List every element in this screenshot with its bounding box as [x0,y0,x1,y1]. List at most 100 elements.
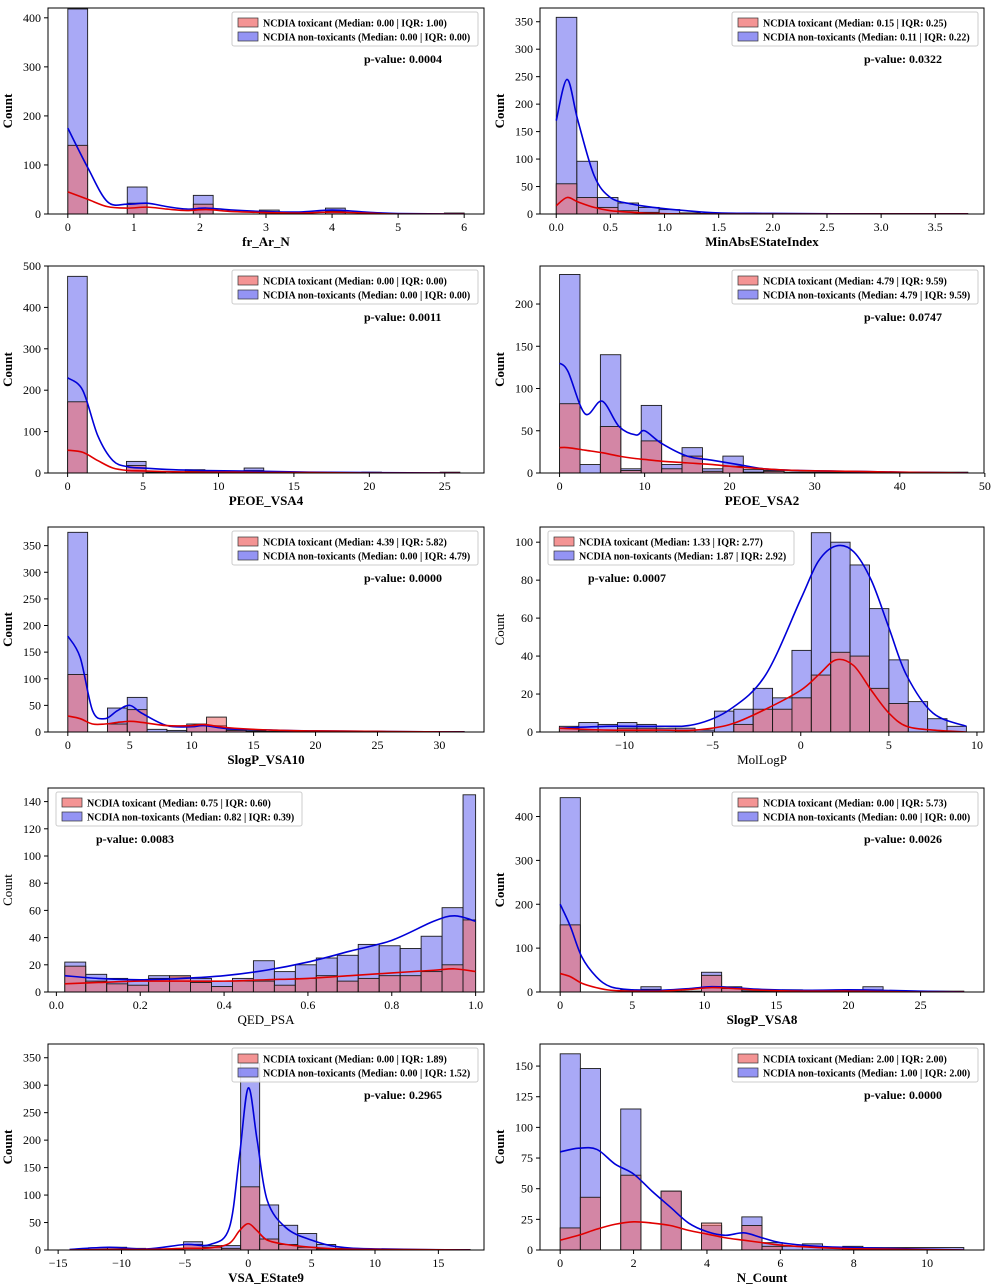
y-tick-label: 200 [23,619,41,633]
x-tick-label: 15 [432,1256,444,1270]
x-tick-label: 20 [842,998,854,1012]
plot-frame [539,787,985,993]
legend-swatch-nontoxicant [737,31,759,42]
legend-box [731,791,979,827]
y-tick-label: 20 [521,687,533,701]
nontoxicant-kde-line [69,1087,471,1250]
toxicant-bar [752,708,774,732]
toxicant-bar [810,674,832,732]
toxicant-bar [761,1245,783,1250]
legend-entry: NCDIA toxicant (Median: 1.33 | IQR: 2.77… [579,538,763,549]
y-tick-label: 50 [521,424,533,438]
plot-area [67,8,465,214]
toxicant-bar [599,426,622,473]
x-tick-label: 2 [631,1256,637,1270]
y-tick-label: 0 [35,207,41,221]
plot-area [559,273,969,473]
plot-area [559,1053,965,1250]
y-tick-label: 125 [515,1090,533,1104]
toxicant-kde-line [69,1222,471,1250]
x-tick-label: 10 [639,479,651,493]
p-value-annotation: p-value: 0.0000 [364,571,442,585]
toxicant-bar [772,708,793,732]
y-tick-label: 40 [521,649,533,663]
legend-entry: NCDIA non-toxicants (Median: 0.00 | IQR:… [263,33,470,44]
toxicant-bar [357,977,380,992]
y-tick-label: 300 [515,853,533,867]
nontoxicant-kde-line [67,127,465,214]
x-tick-label: 20 [724,479,736,493]
y-tick-label: 50 [29,1216,41,1230]
x-tick-label: 20 [363,479,375,493]
toxicant-bar [107,723,128,732]
toxicant-bar [579,1196,601,1250]
p-value-annotation: p-value: 0.0007 [588,571,666,585]
legend-box [231,1047,479,1083]
toxicant-bar [661,468,683,473]
x-axis-label: SlogP_VSA10 [227,752,304,767]
y-tick-label: 0 [35,985,41,999]
y-tick-label: 25 [521,1212,533,1226]
x-tick-label: 6 [461,220,467,234]
y-tick-label: 400 [515,810,533,824]
x-tick-label: 0.0 [549,220,564,234]
y-axis-label: Count [0,351,15,386]
legend-swatch-nontoxicant [737,289,759,300]
legend: NCDIA toxicant (Median: 0.15 | IQR: 0.25… [731,11,979,47]
legend: NCDIA toxicant (Median: 4.39 | IQR: 5.82… [231,530,479,566]
x-tick-label: 2.0 [765,220,780,234]
toxicant-kde-line [559,446,968,473]
x-tick-label: 1.0 [468,998,483,1012]
y-tick-label: 0 [35,725,41,739]
legend-swatch-nontoxicant [237,1067,259,1078]
legend-entry: NCDIA non-toxicants (Median: 1.00 | IQR:… [763,1069,970,1080]
legend-entry: NCDIA non-toxicants (Median: 0.11 | IQR:… [763,33,970,44]
y-tick-label: 300 [515,42,533,56]
plot-area [69,1062,471,1250]
toxicant-bar [763,470,785,473]
y-tick-label: 350 [515,15,533,29]
chart-panel: −15 −10 −5 0 5 10 15050100150200250300350VSA_E… [0,1043,485,1285]
y-tick-label: 100 [23,672,41,686]
toxicant-kde-line [559,972,964,992]
y-axis-label: Count [492,351,507,386]
chart-panel: 0 5 10 15 20 25 0 100 200 300 400 500 PEOE_VSA4 Count… [0,259,485,508]
y-tick-label: 60 [521,611,533,625]
y-tick-label: 0 [527,207,533,221]
toxicant-bar [399,975,422,992]
legend-box [731,269,979,305]
x-tick-label: 15 [770,998,782,1012]
y-tick-label: 100 [515,535,533,549]
y-tick-label: 0 [527,985,533,999]
x-tick-label: 4 [704,1256,710,1270]
y-tick-label: 250 [23,592,41,606]
toxicant-bar [336,980,359,992]
x-tick-label: 20 [310,738,322,752]
y-tick-label: 120 [23,822,41,836]
x-tick-label: 25 [371,738,383,752]
toxicant-bar [67,144,89,214]
y-tick-label: 300 [23,565,41,579]
legend-swatch-nontoxicant [737,1067,759,1078]
y-tick-label: 150 [515,339,533,353]
x-axis-label: PEOE_VSA2 [725,493,799,508]
toxicant-bar [106,983,129,992]
toxicant-bar [378,975,401,992]
legend-entry: NCDIA toxicant (Median: 0.00 | IQR: 1.89… [263,1055,447,1066]
legend-swatch-nontoxicant [237,550,259,561]
x-tick-label: −5 [178,1256,191,1270]
chart-panel: 0 10 20 30 40 50 0 50 100 150 200 PEOE_VSA2 Count NCD… [492,265,991,508]
legend-swatch-toxicant [237,17,259,28]
plot-area [555,16,969,214]
legend-swatch-toxicant [237,275,259,286]
y-tick-label: 100 [23,158,41,172]
toxicant-bar [849,655,870,732]
y-tick-label: 300 [23,60,41,74]
y-axis-label: Count [0,611,15,646]
toxicant-bar [640,440,663,473]
legend-box [547,530,795,566]
x-tick-label: 0.5 [603,220,618,234]
x-tick-label: 10 [212,479,224,493]
